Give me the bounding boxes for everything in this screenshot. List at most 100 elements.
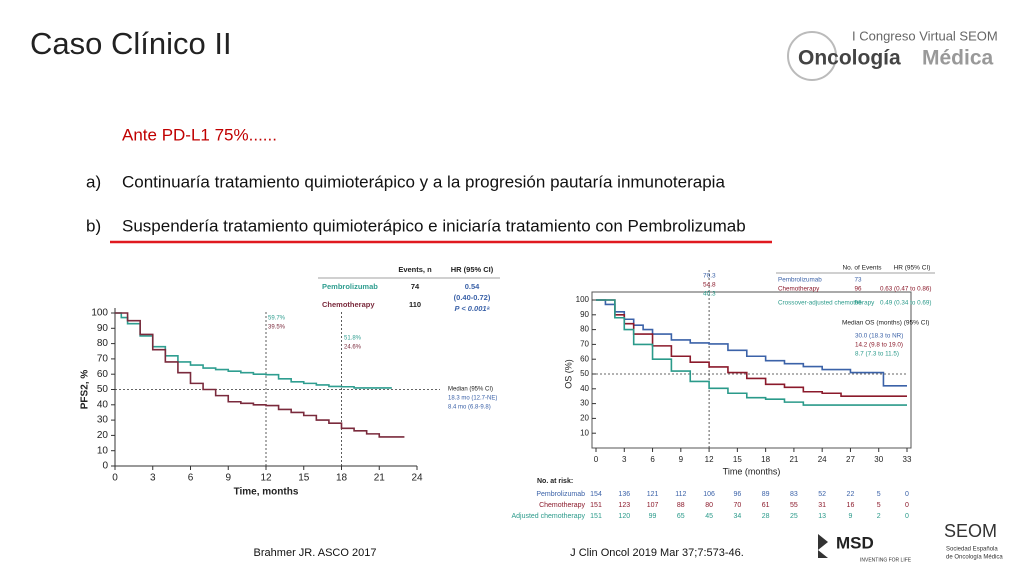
y-tick-label: 40 [580, 384, 589, 393]
option-text: Suspendería tratamiento quimioterápico e… [122, 216, 746, 235]
seom-sub: Sociedad Española [946, 547, 998, 553]
y-tick-label: 80 [97, 338, 109, 349]
legend-label: Pembrolizumab [322, 282, 378, 291]
table-cell: 110 [409, 300, 421, 309]
survival-curve [115, 312, 392, 389]
x-tick-label: 15 [733, 455, 742, 464]
y-axis-label: PFS2, % [80, 370, 91, 410]
seom-logo: SEOM [944, 521, 997, 541]
y-tick-label: 90 [97, 323, 109, 334]
annotation: 24.6% [344, 345, 362, 351]
footer-ref: Brahmer JR. ASCO 2017 [254, 547, 377, 559]
x-tick-label: 0 [594, 455, 599, 464]
annotation: 70.3 [703, 273, 716, 280]
at-risk-count: 83 [790, 491, 798, 498]
annotation: 40.3 [703, 291, 716, 298]
table-cell: 0.54 [465, 282, 480, 291]
survival-curve [115, 312, 405, 438]
at-risk-count: 123 [618, 502, 630, 509]
x-tick-label: 24 [411, 473, 423, 484]
at-risk-count: 9 [849, 513, 853, 520]
sponsor-tagline: INVENTING FOR LIFE [860, 557, 912, 563]
at-risk-count: 22 [847, 491, 855, 498]
median-title: Median (95% CI) [448, 387, 493, 393]
at-risk-count: 16 [847, 502, 855, 509]
at-risk-count: 28 [762, 513, 770, 520]
x-tick-label: 3 [150, 473, 156, 484]
logo-main2: Médica [922, 47, 994, 70]
at-risk-count: 55 [790, 502, 798, 509]
sponsor: MSD [836, 533, 874, 552]
at-risk-count: 0 [905, 513, 909, 520]
at-risk-count: 89 [762, 491, 770, 498]
footer-ref: J Clin Oncol 2019 Mar 37;7:573-46. [570, 547, 744, 559]
x-tick-label: 9 [225, 473, 231, 484]
y-tick-label: 50 [97, 384, 109, 395]
at-risk-count: 0 [905, 502, 909, 509]
x-tick-label: 18 [761, 455, 770, 464]
option-letter: b) [86, 216, 101, 235]
survival-curve [596, 299, 907, 397]
logo-ring [787, 31, 837, 81]
y-axis-label: OS (%) [563, 359, 573, 389]
at-risk-count: 70 [733, 502, 741, 509]
at-risk-count: 80 [705, 502, 713, 509]
x-tick-label: 33 [903, 455, 912, 464]
y-tick-label: 30 [97, 415, 109, 426]
at-risk-count: 34 [733, 513, 741, 520]
x-tick-label: 21 [789, 455, 798, 464]
median-title: Median OS (months) (95% CI) [842, 320, 929, 327]
legend-label: Pembrolizumab [778, 277, 822, 284]
at-risk-count: 151 [590, 513, 602, 520]
table-cell: (0.40-0.72) [454, 293, 491, 302]
at-risk-label: Adjusted chemotherapy [511, 513, 585, 520]
at-risk-count: 31 [818, 502, 826, 509]
x-tick-label: 27 [846, 455, 855, 464]
y-tick-label: 20 [97, 430, 109, 441]
at-risk-count: 107 [647, 502, 659, 509]
y-tick-label: 40 [97, 399, 109, 410]
at-risk-count: 65 [677, 513, 685, 520]
at-risk-label: Chemotherapy [539, 502, 585, 509]
x-tick-label: 6 [650, 455, 655, 464]
at-risk-count: 136 [618, 491, 630, 498]
table-header: HR (95% CI) [451, 265, 494, 274]
y-tick-label: 20 [580, 414, 589, 423]
legend-label: Chemotherapy [778, 286, 820, 293]
at-risk-count: 13 [818, 513, 826, 520]
y-tick-label: 100 [576, 295, 590, 304]
y-tick-label: 90 [580, 310, 589, 319]
y-tick-label: 10 [97, 445, 109, 456]
x-tick-label: 3 [622, 455, 627, 464]
y-tick-label: 60 [97, 369, 109, 380]
x-tick-label: 12 [260, 473, 272, 484]
median-value: 8.7 (7.3 to 11.5) [855, 351, 899, 358]
x-tick-label: 30 [874, 455, 883, 464]
at-risk-count: 25 [790, 513, 798, 520]
survival-curve [596, 299, 907, 406]
median-value: 30.0 (18.3 to NR) [855, 333, 903, 340]
table-header: HR (95% CI) [894, 265, 931, 272]
table-cell: 0.49 (0.34 to 0.69) [880, 300, 931, 307]
table-cell: 96 [854, 286, 862, 293]
at-risk-count: 121 [647, 491, 659, 498]
at-risk-count: 99 [649, 513, 657, 520]
x-tick-label: 21 [374, 473, 386, 484]
annotation: 59.7% [268, 316, 286, 322]
option-text: Continuaría tratamiento quimioterápico y… [122, 172, 725, 191]
at-risk-count: 151 [590, 502, 602, 509]
at-risk-title: No. at risk: [537, 478, 573, 485]
at-risk-count: 112 [675, 491, 686, 498]
y-tick-label: 10 [580, 428, 589, 437]
x-tick-label: 12 [705, 455, 714, 464]
y-tick-label: 0 [102, 461, 108, 472]
table-cell: 73 [854, 277, 862, 284]
x-axis-label: Time (months) [723, 466, 781, 476]
x-axis-label: Time, months [234, 487, 299, 498]
median-value: 18.3 mo (12.7-NE) [448, 396, 497, 402]
table-cell: 96 [854, 300, 862, 307]
y-tick-label: 70 [580, 340, 589, 349]
at-risk-count: 45 [705, 513, 713, 520]
